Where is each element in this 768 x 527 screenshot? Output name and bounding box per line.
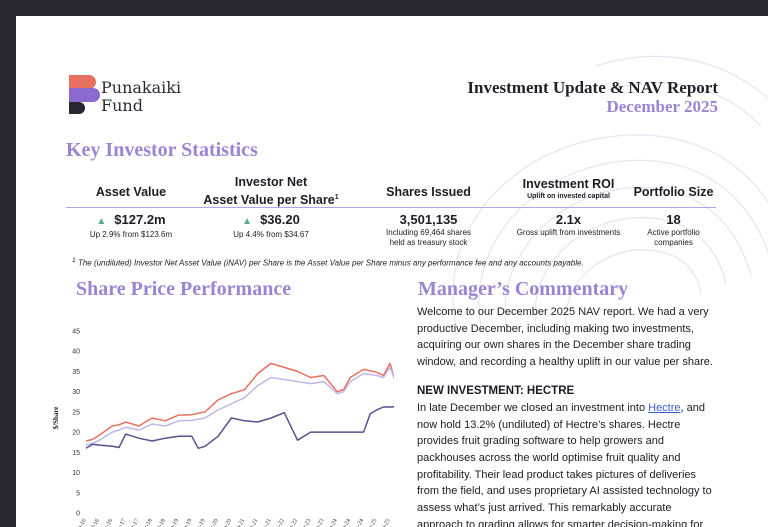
stat-shares: 3,501,135 Including 69,464 shares held a… [356, 212, 501, 248]
header-inav-line2: Asset Value per Share [203, 193, 335, 208]
portfolio-note-2: companies [654, 238, 693, 247]
y-tick-label: 15 [72, 450, 80, 457]
footnote-text: The (undiluted) Investor Net Asset Value… [77, 258, 584, 268]
x-tick-label: Dec-21 [259, 518, 273, 527]
header-inav-line1: Investor Net [234, 175, 308, 189]
header-roi-title: Investment ROI [522, 177, 615, 191]
header-asset-value: Asset Value [95, 185, 167, 199]
x-tick-label: May-17 [113, 518, 128, 527]
y-tick-label: 0 [76, 511, 80, 518]
x-tick-label: Feb-16 [74, 518, 88, 527]
commentary-intro: Welcome to our December 2025 NAV report.… [417, 306, 713, 369]
asset-value-note: Up 2.9% from $123.6m [89, 230, 173, 239]
shares-value: 3,501,135 [399, 212, 458, 227]
y-tick-label: 45 [72, 329, 80, 336]
brand-name: Punakaiki Fund [101, 79, 181, 115]
x-tick-label: Oct-17 [127, 518, 141, 527]
roi-value: 2.1x [555, 212, 582, 227]
punakaiki-logo-icon [69, 75, 100, 114]
y-tick-label: 10 [72, 470, 80, 477]
y-tick-label: 5 [76, 490, 80, 497]
x-tick-label: Oct-22 [286, 518, 300, 527]
commentary-heading: NEW INVESTMENT: HECTRE [417, 384, 575, 397]
stats-title: Key Investor Statistics [66, 139, 258, 161]
stats-values-row: ▲ $127.2m Up 2.9% from $123.6m ▲ $36.20 Up… [66, 212, 716, 272]
report-page: Punakaiki Fund Investment Update & NAV R… [16, 16, 768, 527]
header-inav: Investor Net Asset Value per Share1 [196, 174, 346, 208]
portfolio-note-1: Active portfolio [647, 228, 700, 237]
y-tick-label: 20 [72, 430, 80, 437]
x-tick-label: Mar-18 [140, 518, 154, 527]
x-tick-label: Jul-16 [88, 518, 101, 527]
commentary-title: Manager’s Commentary [418, 278, 629, 300]
commentary-paragraph: In late December we closed an investment… [417, 400, 717, 527]
commentary-body-before: In late December we closed an investment… [417, 401, 649, 414]
x-tick-label: Jun-19 [180, 518, 193, 527]
stat-portfolio: 18 Active portfolio companies [631, 212, 716, 248]
commentary-body-after: , and now hold 13.2% (undiluted) of Hect… [417, 401, 712, 527]
header-roi-sub: Uplift on invested capital [527, 193, 610, 200]
trend-up-icon: ▲ [242, 216, 253, 227]
stat-roi: 2.1x Gross uplift from investments [506, 212, 631, 238]
chart-title: Share Price Performance [76, 278, 292, 300]
y-axis-label: $/Share [52, 407, 60, 430]
x-tick-label: Aug-23 [311, 518, 325, 527]
commentary-body: Welcome to our December 2025 NAV report.… [417, 304, 717, 527]
stat-inav: ▲ $36.20 Up 4.4% from $34.67 [196, 212, 346, 240]
series-line-asset-value-per-share [85, 362, 394, 442]
x-tick-label: Jan-19 [167, 518, 180, 527]
x-tick-label: Mar-23 [298, 518, 312, 527]
x-tick-label: Jul-21 [247, 518, 260, 527]
report-date: December 2025 [606, 97, 718, 116]
x-tick-label: Dec-16 [100, 518, 114, 527]
x-tick-label: Jun-24 [339, 518, 352, 527]
x-tick-label: Jan-24 [326, 518, 339, 527]
series-line-inav-per-share [85, 366, 394, 446]
shares-note-2: held as treasury stock [389, 238, 468, 247]
x-tick-label: Feb-21 [233, 518, 247, 527]
stats-footnote: 1 The (undiluted) Investor Net Asset Val… [72, 257, 584, 268]
header-inav-sup: 1 [334, 194, 339, 201]
report-title: Investment Update & NAV Report [467, 78, 718, 97]
y-tick-label: 30 [72, 389, 80, 396]
roi-note: Gross uplift from investments [516, 228, 621, 237]
x-tick-label: Apr-20 [206, 518, 220, 527]
stat-asset-value: ▲ $127.2m Up 2.9% from $123.6m [66, 212, 196, 240]
header-portfolio: Portfolio Size [633, 185, 714, 199]
x-tick-label: Sep-25 [378, 518, 392, 527]
shares-note-1: Including 69,464 shares [386, 228, 471, 237]
x-tick-label: Nov-19 [192, 518, 206, 527]
x-tick-label: Aug-18 [153, 518, 167, 527]
x-tick-label: Nov-24 [351, 518, 365, 527]
asset-value: $127.2m [114, 212, 166, 227]
stats-header-row: Asset Value Investor Net Asset Value per… [66, 174, 716, 208]
x-tick-label: Sep-20 [219, 518, 233, 527]
brand-line-2: Fund [101, 96, 143, 115]
inav-value: $36.20 [260, 212, 300, 227]
portfolio-value: 18 [666, 212, 681, 227]
y-tick-label: 40 [72, 349, 80, 356]
x-tick-label: Apr-25 [365, 518, 379, 527]
hectre-link[interactable]: Hectre [648, 401, 681, 414]
series-line-share-price [85, 406, 394, 450]
trend-up-icon: ▲ [96, 216, 107, 227]
footnote-marker: 1 [72, 257, 76, 264]
topographic-watermark [452, 55, 768, 327]
header-shares: Shares Issued [386, 185, 471, 199]
header-roi: Investment ROI Uplift on invested capita… [506, 176, 631, 202]
brand-line-1: Punakaiki [101, 78, 182, 97]
x-tick-label: May-22 [271, 518, 286, 527]
y-tick-label: 25 [72, 409, 80, 416]
y-tick-label: 35 [72, 369, 80, 376]
inav-note: Up 4.4% from $34.67 [233, 230, 309, 239]
